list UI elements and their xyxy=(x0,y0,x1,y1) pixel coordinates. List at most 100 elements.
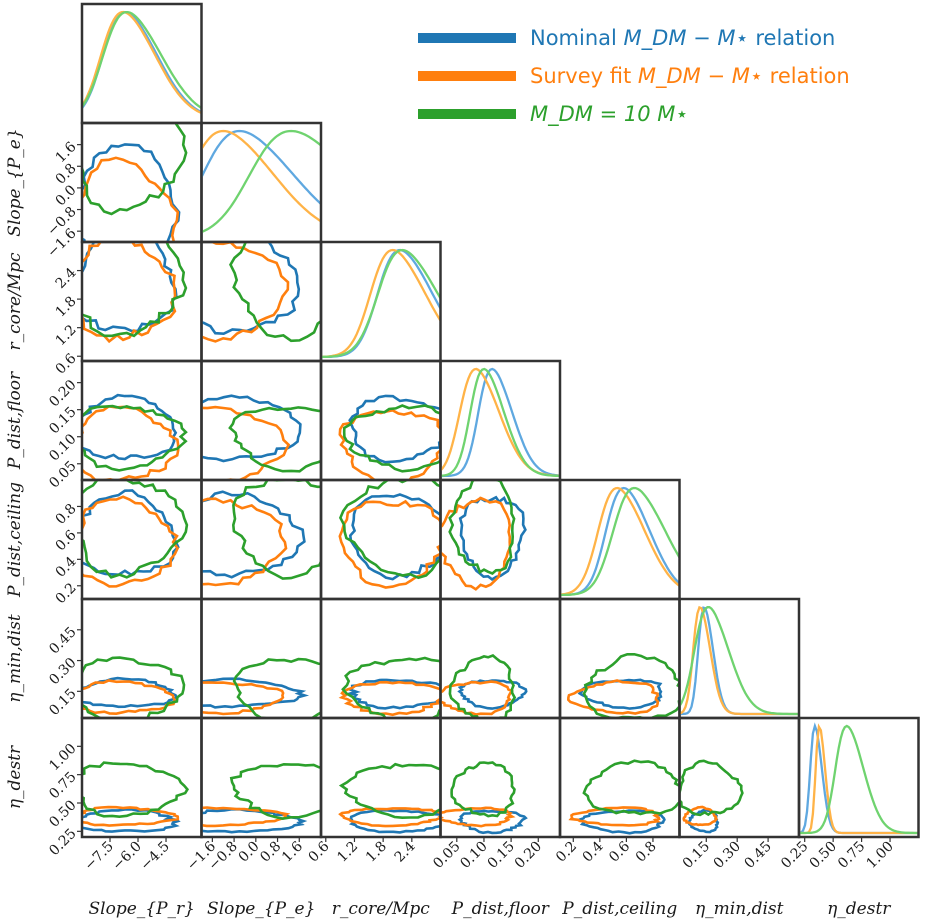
panel-slope_pe-vs-slope_pe xyxy=(200,121,323,244)
panel-r_core-vs-r_core xyxy=(319,240,442,363)
contour-eta_min-vs-p_ceiling-series-0 xyxy=(577,678,663,710)
contour-r_core-vs-slope_pr-series-1 xyxy=(82,242,177,344)
panel-frame xyxy=(80,597,203,720)
y-tick-label-r_core: 1.2 xyxy=(53,322,80,349)
contour-eta_min-vs-p_floor-series-0 xyxy=(457,679,528,710)
x-axis-label-eta_min: η_min,dist xyxy=(695,899,784,919)
panel-frame xyxy=(797,716,920,839)
x-tick-label-eta_destr: 1.00 xyxy=(864,839,897,872)
contour-eta_min-vs-slope_pe-series-0 xyxy=(201,677,310,709)
y-tick-label-p_floor: 0.20 xyxy=(46,377,79,410)
x-tick-label-p_ceiling: 0.4 xyxy=(580,838,607,865)
y-tick-label-eta_destr: 0.25 xyxy=(46,826,79,859)
y-tick-label-slope_pe: 1.6 xyxy=(53,139,80,166)
x-tick-label-eta_destr: 0.75 xyxy=(835,839,868,872)
x-tick-label-r_core: 2.4 xyxy=(392,838,419,865)
contour-p_floor-vs-slope_pr-series-2 xyxy=(82,404,188,472)
contour-slope_pe-vs-slope_pr-series-1 xyxy=(82,156,180,242)
panel-p_ceiling-vs-p_floor xyxy=(439,478,562,601)
contour-r_core-vs-slope_pe-series-1 xyxy=(201,242,290,343)
y-axis-label-p_ceiling: P_dist,ceiling xyxy=(5,482,25,598)
panel-eta_min-vs-slope_pr xyxy=(80,597,203,720)
contour-p_floor-vs-slope_pr-series-1 xyxy=(82,404,180,480)
panel-eta_min-vs-slope_pe xyxy=(200,597,323,720)
marginal-curve-eta_destr-series-2 xyxy=(799,724,919,835)
y-tick-label-p_ceiling: 0.6 xyxy=(53,527,80,554)
contour-p_floor-vs-slope_pe-series-0 xyxy=(201,394,302,463)
y-axis-label-slope_pe: Slope_{P_e} xyxy=(5,128,25,236)
contour-p_ceiling-vs-slope_pe-series-0 xyxy=(201,490,306,579)
marginal-curve-slope_pe-series-0 xyxy=(201,129,321,205)
marginal-curve-p_ceiling-series-0 xyxy=(560,486,680,597)
panel-eta_destr-vs-p_ceiling xyxy=(558,716,681,839)
x-tick-label-p_floor: 0.10 xyxy=(457,839,490,872)
x-tick-label-eta_min: 0.30 xyxy=(711,839,744,872)
contour-r_core-vs-slope_pr-series-2 xyxy=(82,242,188,338)
x-tick-label-slope_pr: −6.0 xyxy=(109,839,144,874)
contour-eta_destr-vs-p_floor-series-2 xyxy=(450,761,516,818)
marginal-curve-r_core-series-2 xyxy=(321,248,441,359)
contour-p_ceiling-vs-p_floor-series-1 xyxy=(440,496,512,591)
contour-eta_destr-vs-slope_pe-series-2 xyxy=(229,762,321,821)
contour-p_floor-vs-slope_pe-series-1 xyxy=(201,405,291,480)
x-axis-label-eta_destr: η_destr xyxy=(827,899,891,919)
y-tick-label-eta_destr: 1.00 xyxy=(46,741,79,774)
y-tick-label-eta_min: 0.45 xyxy=(46,624,79,657)
contour-eta_destr-vs-p_floor-series-1 xyxy=(440,806,516,828)
contour-eta_destr-vs-slope_pr-series-1 xyxy=(82,805,180,827)
y-tick-label-eta_destr: 0.50 xyxy=(46,797,79,830)
contour-eta_destr-vs-slope_pe-series-0 xyxy=(201,807,308,834)
contour-p_ceiling-vs-p_floor-series-0 xyxy=(458,495,527,581)
panel-r_core-vs-slope_pr xyxy=(80,240,203,363)
y-tick-label-slope_pe: 0.8 xyxy=(53,161,80,188)
x-tick-label-r_core: 1.8 xyxy=(363,839,390,866)
legend-label-0: Nominal M_DM − M⋆ relation xyxy=(530,26,835,51)
y-axis-label-p_floor: P_dist,floor xyxy=(5,371,25,470)
y-axis-label-eta_destr: η_destr xyxy=(5,745,25,809)
y-tick-label-r_core: 1.8 xyxy=(53,293,80,320)
legend-suffix-0: relation xyxy=(749,26,836,50)
y-tick-label-p_ceiling: 0.2 xyxy=(53,580,80,607)
contour-p_floor-vs-slope_pe-series-2 xyxy=(228,406,321,473)
x-tick-label-eta_destr: 0.50 xyxy=(807,839,840,872)
marginal-curve-p_floor-series-0 xyxy=(440,367,560,478)
x-tick-label-slope_pe: 1.6 xyxy=(279,838,306,865)
x-axis-label-p_ceiling: P_dist,ceiling xyxy=(561,899,677,919)
y-tick-label-p_ceiling: 0.4 xyxy=(53,554,80,581)
x-tick-label-p_floor: 0.20 xyxy=(512,839,545,872)
contour-eta_destr-vs-slope_pe-series-1 xyxy=(201,806,291,828)
y-tick-label-eta_min: 0.15 xyxy=(46,686,79,719)
contour-p_ceiling-vs-slope_pe-series-2 xyxy=(231,480,321,580)
panel-frame xyxy=(439,597,562,720)
y-axis-label-r_core: r_core/Mpc xyxy=(5,252,25,351)
panel-p_ceiling-vs-slope_pr xyxy=(80,478,203,601)
marginal-curve-p_ceiling-series-1 xyxy=(560,486,680,596)
x-axis-label-r_core: r_core/Mpc xyxy=(332,899,431,919)
panel-eta_min-vs-eta_min xyxy=(678,597,801,720)
x-tick-label-p_floor: 0.05 xyxy=(430,839,463,872)
contour-eta_min-vs-p_ceiling-series-1 xyxy=(566,679,660,715)
contour-eta_destr-vs-eta_min-series-1 xyxy=(682,805,718,827)
panel-p_ceiling-vs-r_core xyxy=(319,478,442,601)
contour-r_core-vs-slope_pe-series-2 xyxy=(229,242,321,343)
x-tick-label-eta_destr: 0.25 xyxy=(778,839,811,872)
panel-slope_pr-vs-slope_pr xyxy=(80,2,203,125)
panel-eta_min-vs-r_core xyxy=(319,597,442,720)
contour-slope_pe-vs-slope_pr-series-0 xyxy=(82,143,181,242)
panel-r_core-vs-slope_pe xyxy=(200,240,323,363)
panel-frame xyxy=(319,716,442,839)
contour-p_floor-vs-r_core-series-1 xyxy=(338,409,441,480)
contour-eta_destr-vs-p_ceiling-series-1 xyxy=(568,806,661,827)
legend-prefix-0: Nominal xyxy=(530,26,624,50)
x-tick-label-r_core: 0.6 xyxy=(306,838,333,865)
marginal-curve-slope_pe-series-1 xyxy=(201,129,321,223)
contour-r_core-vs-slope_pe-series-0 xyxy=(201,242,301,336)
contour-p_ceiling-vs-r_core-series-0 xyxy=(348,493,441,581)
panel-eta_destr-vs-slope_pr xyxy=(80,716,203,839)
marginal-curve-r_core-series-1 xyxy=(321,248,441,359)
marginal-curve-slope_pe-series-2 xyxy=(201,129,321,234)
panel-eta_destr-vs-eta_min xyxy=(678,716,801,839)
x-tick-label-slope_pr: −4.5 xyxy=(137,839,172,874)
x-tick-label-r_core: 1.2 xyxy=(334,839,361,866)
contour-eta_destr-vs-slope_pr-series-2 xyxy=(82,761,189,819)
